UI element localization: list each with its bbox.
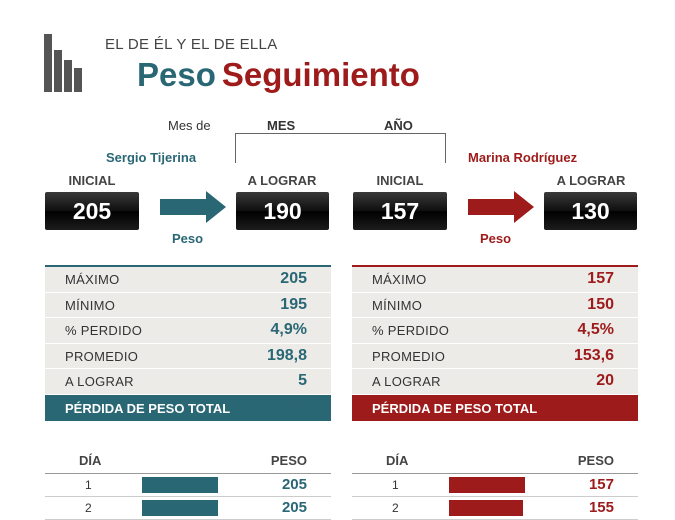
log-bar [449,500,523,516]
stat-label: MÍNIMO [372,297,423,313]
stat-label: MÁXIMO [65,272,120,287]
title-word-seguimiento: Seguimiento [221,56,420,93]
title-word-peso: Peso [137,56,216,93]
weight-header: PESO [270,453,307,468]
stat-label: % PERDIDO [65,323,143,339]
him-goal-label: A LOGRAR [247,173,317,188]
log-day: 1 [85,478,92,492]
him-arrow-caption: Peso [172,231,204,246]
log-header: DÍA PESO [352,451,638,474]
her-log-table: DÍA PESO 1 157 2 155 [352,451,638,520]
stat-row: A LOGRAR 20 [352,369,638,395]
stat-value: 153,6 [573,346,614,364]
log-weight[interactable]: 155 [588,499,614,516]
her-arrow-icon [468,191,534,223]
log-row[interactable]: 1 157 [352,474,638,497]
total-loss-label: PÉRDIDA DE PESO TOTAL [372,400,538,416]
her-initial-label: INICIAL [376,173,424,188]
her-arrow-caption: Peso [480,231,512,246]
stat-row: MÍNIMO 150 [352,293,638,319]
him-log-table: DÍA PESO 1 205 2 205 [45,451,331,520]
stat-row: % PERDIDO 4,9% [45,318,331,344]
log-bar [449,477,525,493]
him-arrow-icon [160,191,226,223]
stat-value: 4,9% [270,321,307,339]
stat-row: MÍNIMO 195 [45,293,331,319]
log-day: 2 [392,501,399,515]
stat-value: 5 [298,372,307,390]
stat-value: 198,8 [266,346,307,364]
stat-label: % PERDIDO [372,323,450,339]
month-of-label: Mes de [168,118,211,133]
stat-label: PROMEDIO [65,348,139,364]
total-loss-value: 7 [605,397,614,415]
stat-label: A LOGRAR [372,374,441,390]
total-loss-row: PÉRDIDA DE PESO TOTAL 10 [45,394,331,421]
stat-row: MÁXIMO 157 [352,267,638,293]
day-header: DÍA [386,453,409,468]
stat-label: PROMEDIO [372,348,446,364]
total-loss-label: PÉRDIDA DE PESO TOTAL [65,400,231,416]
log-weight[interactable]: 205 [281,499,307,516]
stat-row: PROMEDIO 198,8 [45,344,331,370]
page-subtitle: EL DE ÉL Y EL DE ELLA [105,36,278,53]
total-loss-row: PÉRDIDA DE PESO TOTAL 7 [352,394,638,421]
stat-value: 205 [280,270,307,287]
log-row[interactable]: 2 205 [45,497,331,520]
her-goal-label: A LOGRAR [556,173,626,188]
log-weight[interactable]: 157 [588,476,614,493]
log-bar [142,500,218,516]
stat-label: A LOGRAR [65,374,134,390]
page-title: Peso Seguimiento [137,56,420,94]
him-stats-panel: MÁXIMO 205 MÍNIMO 195 % PERDIDO 4,9% PROMED… [45,265,331,421]
month-field[interactable]: MES [267,118,296,133]
log-header: DÍA PESO [45,451,331,474]
her-initial-value[interactable]: 157 [353,192,447,230]
him-goal-value[interactable]: 190 [236,192,329,230]
her-goal-value[interactable]: 130 [544,192,637,230]
her-stats-panel: MÁXIMO 157 MÍNIMO 150 % PERDIDO 4,5% PROMED… [352,265,638,421]
log-row[interactable]: 1 205 [45,474,331,497]
stat-value: 20 [596,372,614,390]
him-initial-value[interactable]: 205 [45,192,139,230]
weight-header: PESO [577,453,614,468]
stat-row: % PERDIDO 4,5% [352,318,638,344]
log-day: 1 [392,478,399,492]
log-bar [142,477,218,493]
total-loss-value: 10 [289,397,307,415]
stat-value: 150 [587,295,614,313]
stat-value: 195 [280,295,307,313]
log-row[interactable]: 2 155 [352,497,638,520]
her-name[interactable]: Marina Rodríguez [468,150,578,165]
year-field[interactable]: AÑO [384,118,413,133]
stat-label: MÁXIMO [372,272,427,287]
him-name[interactable]: Sergio Tijerina [106,150,197,165]
stat-label: MÍNIMO [65,297,116,313]
log-weight[interactable]: 205 [281,476,307,493]
stat-row: MÁXIMO 205 [45,267,331,293]
log-day: 2 [85,501,92,515]
stat-row: PROMEDIO 153,6 [352,344,638,370]
day-header: DÍA [79,453,102,468]
stat-value: 4,5% [577,321,614,339]
month-year-bracket [235,133,446,163]
stat-row: A LOGRAR 5 [45,369,331,395]
him-initial-label: INICIAL [68,173,116,188]
stat-value: 157 [587,270,614,287]
